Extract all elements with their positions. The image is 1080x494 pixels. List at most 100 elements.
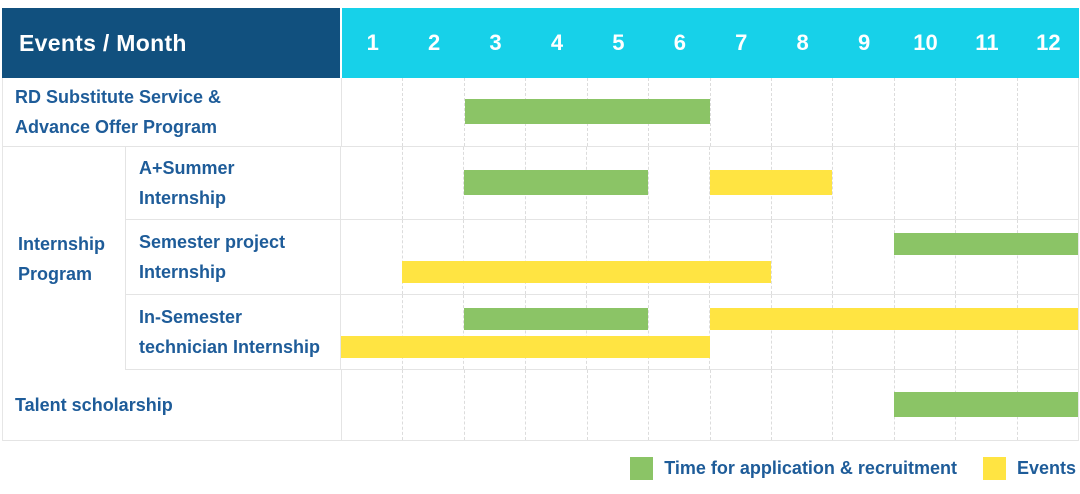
subrow-label-cell: In-Semester technician Internship (126, 295, 341, 369)
month-header-cell: 11 (975, 30, 999, 55)
table-subrow: A+Summer Internship (126, 147, 1078, 220)
month-grid-column (403, 78, 465, 146)
table-header-row: Events / Month 1 2 3 4 5 6 7 8 9 10 11 12 (2, 8, 1079, 78)
header-title: Events / Month (19, 29, 187, 56)
row-label-line: Internship (139, 188, 227, 208)
legend-recruitment-swatch (630, 457, 654, 480)
timeline (342, 370, 1078, 440)
month-grid (341, 220, 1078, 294)
row-label-line: Program (18, 263, 93, 284)
month-header-cell: 10 (913, 30, 938, 55)
month-grid-column (526, 370, 588, 440)
month-grid-column (649, 147, 710, 219)
month-grid-column (956, 295, 1018, 369)
timeline (341, 220, 1078, 294)
month-grid-column (341, 147, 403, 219)
legend: Time for application & recruitment Events (630, 457, 1076, 480)
month-grid-column (1018, 78, 1078, 146)
month-grid (342, 78, 1078, 146)
month-grid-column (403, 220, 464, 294)
month-grid-column (772, 147, 833, 219)
month-grid-column (342, 370, 404, 440)
event-bar (402, 261, 771, 283)
event-bar (709, 308, 1078, 330)
month-grid-column (956, 147, 1018, 219)
legend-label: Time for application & recruitment (664, 458, 957, 478)
legend-label: Events (1016, 458, 1076, 478)
month-header-cell: 7 (735, 30, 748, 55)
month-grid-column (895, 295, 956, 369)
recruitment-bar (463, 308, 649, 330)
subrow-label-cell: Semester project Internship (126, 220, 341, 294)
month-header-cell: 9 (857, 30, 871, 55)
row-group: Internship Program A+Summer Internship Semes… (3, 147, 1078, 370)
month-grid-column (772, 370, 834, 440)
month-grid-column (895, 220, 956, 294)
month-grid-column (464, 295, 526, 369)
row-label-cell: Talent scholarship (3, 370, 342, 440)
month-grid-column (403, 295, 464, 369)
event-bar (709, 170, 833, 195)
month-grid-column (895, 147, 956, 219)
table-subrow: Semester project Internship (126, 220, 1078, 295)
legend-event-swatch (982, 457, 1006, 480)
recruitment-bar (894, 392, 1078, 417)
subrow-label-cell: A+Summer Internship (126, 147, 341, 219)
header-title-cell: Events / Month (2, 8, 342, 78)
month-header-cell: 6 (673, 30, 686, 55)
month-grid-column (341, 220, 403, 294)
month-grid-column (956, 220, 1018, 294)
month-header-cell: 4 (550, 30, 564, 55)
table-subrow: In-Semester technician Internship (126, 295, 1078, 370)
row-label-line: Internship (18, 233, 106, 254)
month-header-cell: 5 (612, 30, 625, 55)
month-grid-column (833, 370, 895, 440)
month-grid-column (1018, 147, 1079, 219)
row-label-line: Advance Offer Program (15, 117, 218, 137)
recruitment-bar (893, 233, 1078, 255)
row-label-line: technician Internship (139, 337, 321, 357)
month-grid-column (772, 220, 833, 294)
month-grid-column (710, 220, 772, 294)
month-grid (341, 295, 1078, 369)
month-grid-column (1018, 295, 1079, 369)
month-header-cell: 3 (489, 30, 502, 55)
month-grid-column (464, 220, 526, 294)
month-grid-column (342, 78, 404, 146)
month-grid-column (956, 78, 1018, 146)
month-grid-column (711, 78, 772, 146)
month-grid-column (588, 370, 650, 440)
month-grid-column (833, 220, 895, 294)
row-label-line: In-Semester (139, 307, 243, 327)
legend-item: Events (982, 457, 1076, 480)
month-grid-column (1018, 220, 1079, 294)
month-grid-column (341, 295, 403, 369)
month-header-cell: 8 (796, 30, 809, 55)
row-label-cell: RD Substitute Service & Advance Offer Pro… (3, 78, 342, 146)
schedule-table: Events / Month 1 2 3 4 5 6 7 8 9 10 11 12 RD Substi… (2, 8, 1079, 441)
month-grid-column (895, 78, 957, 146)
month-grid-column (833, 78, 895, 146)
month-grid-column (772, 78, 834, 146)
month-grid-column (403, 147, 464, 219)
month-grid-column (526, 295, 587, 369)
month-header-cell: 12 (1036, 30, 1061, 55)
month-grid-column (649, 78, 711, 146)
recruitment-bar (464, 99, 710, 124)
table-body: RD Substitute Service & Advance Offer Pro… (2, 78, 1079, 441)
row-label-line: Semester project (139, 232, 286, 252)
row-label-line: A+Summer (139, 158, 235, 178)
month-grid-column (465, 370, 527, 440)
timeline (341, 295, 1078, 369)
table-row: Talent scholarship (3, 370, 1078, 441)
row-label-line: Talent scholarship (15, 395, 173, 415)
event-bar (341, 336, 710, 358)
month-grid-column (649, 295, 710, 369)
month-grid-column (833, 295, 895, 369)
month-grid-column (649, 220, 710, 294)
month-grid-column (587, 295, 649, 369)
table-row: RD Substitute Service & Advance Offer Pro… (3, 78, 1078, 147)
recruitment-bar (463, 170, 649, 195)
month-grid-column (833, 147, 895, 219)
